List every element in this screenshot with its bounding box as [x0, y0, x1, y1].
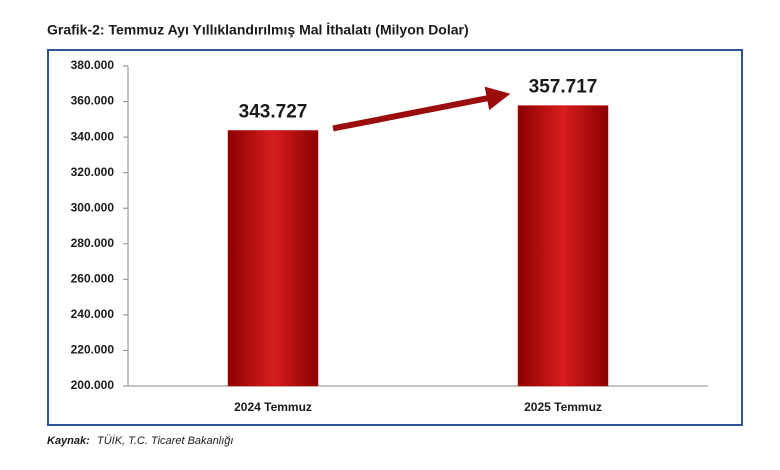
source-label: Kaynak: — [47, 435, 90, 447]
bar — [517, 105, 609, 387]
y-tick-label: 280.000 — [71, 236, 115, 250]
source: TÜİK, T.C. Ticaret Bakanlığı — [97, 435, 233, 447]
y-tick-label: 240.000 — [71, 307, 115, 321]
value-label: 357.717 — [529, 77, 598, 98]
y-tick-label: 360.000 — [71, 94, 115, 108]
y-tick-label: 300.000 — [71, 200, 115, 214]
trend-arrow — [332, 86, 511, 132]
y-tick-label: 220.000 — [71, 343, 115, 357]
x-tick-label: 2025 Temmuz — [524, 400, 602, 414]
y-tick-label: 380.000 — [71, 58, 115, 72]
y-tick-label: 200.000 — [71, 378, 115, 392]
x-tick-label: 2024 Temmuz — [234, 400, 312, 414]
bar — [227, 130, 319, 387]
value-label: 343.727 — [239, 102, 308, 123]
y-tick-label: 260.000 — [71, 272, 115, 286]
chart-frame — [47, 49, 743, 426]
y-tick-label: 340.000 — [71, 129, 115, 143]
chart-title: Grafik-2: Temmuz Ayı Yıllıklandırılmış M… — [47, 22, 469, 38]
y-tick-label: 320.000 — [71, 165, 115, 179]
